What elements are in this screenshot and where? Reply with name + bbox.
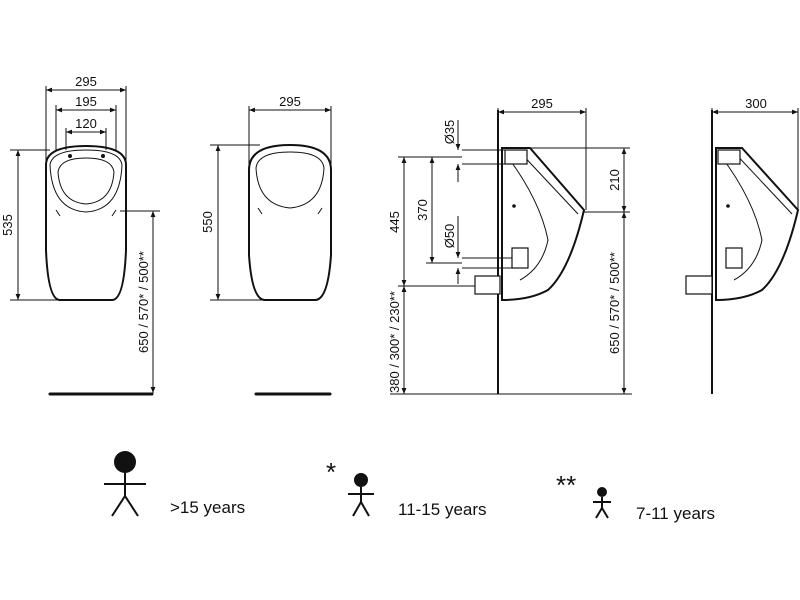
dim-370: 370 bbox=[415, 199, 430, 221]
front-view-open: 295 195 120 535 650 / 570* / 500** bbox=[0, 74, 160, 396]
legend-adult: >15 years bbox=[104, 451, 245, 517]
person-icon-medium bbox=[354, 473, 368, 487]
dim-front-inner-width: 120 bbox=[75, 116, 97, 131]
legend-label-child: 7-11 years bbox=[636, 504, 715, 523]
dim-210: 210 bbox=[607, 169, 622, 191]
legend-marker-child: ** bbox=[556, 470, 576, 500]
dim-side-width: 295 bbox=[531, 96, 553, 111]
dim-445: 445 bbox=[387, 211, 402, 233]
person-icon-small bbox=[597, 487, 607, 497]
dim-front-mid-width: 195 bbox=[75, 94, 97, 109]
front-view-closed: 295 550 bbox=[200, 94, 332, 396]
dim-floor-height: 380 / 300* / 230** bbox=[387, 291, 402, 393]
dim-side-mount-height: 650 / 570* / 500** bbox=[607, 252, 622, 354]
dim-dia-50: Ø50 bbox=[442, 224, 457, 249]
side-view-dimensioned: 295 Ø35 Ø50 370 445 380 / 300* / 230** 2… bbox=[387, 96, 632, 395]
legend-child: ** 7-11 years bbox=[556, 470, 715, 523]
dim-closed-width: 295 bbox=[279, 94, 301, 109]
side-view-right: 300 bbox=[685, 96, 800, 394]
legend-teen: * 11-15 years bbox=[326, 457, 487, 519]
dim-right-width: 300 bbox=[745, 96, 767, 111]
legend-label-adult: >15 years bbox=[170, 498, 245, 517]
legend-label-teen: 11-15 years bbox=[398, 500, 487, 519]
dim-front-height: 535 bbox=[0, 214, 15, 236]
dim-dia-35: Ø35 bbox=[442, 120, 457, 145]
dim-front-mount-height: 650 / 570* / 500** bbox=[136, 251, 151, 353]
dim-front-outer-width: 295 bbox=[75, 74, 97, 89]
dim-closed-height: 550 bbox=[200, 211, 215, 233]
person-icon-large bbox=[114, 451, 136, 473]
legend-marker-teen: * bbox=[326, 457, 336, 487]
